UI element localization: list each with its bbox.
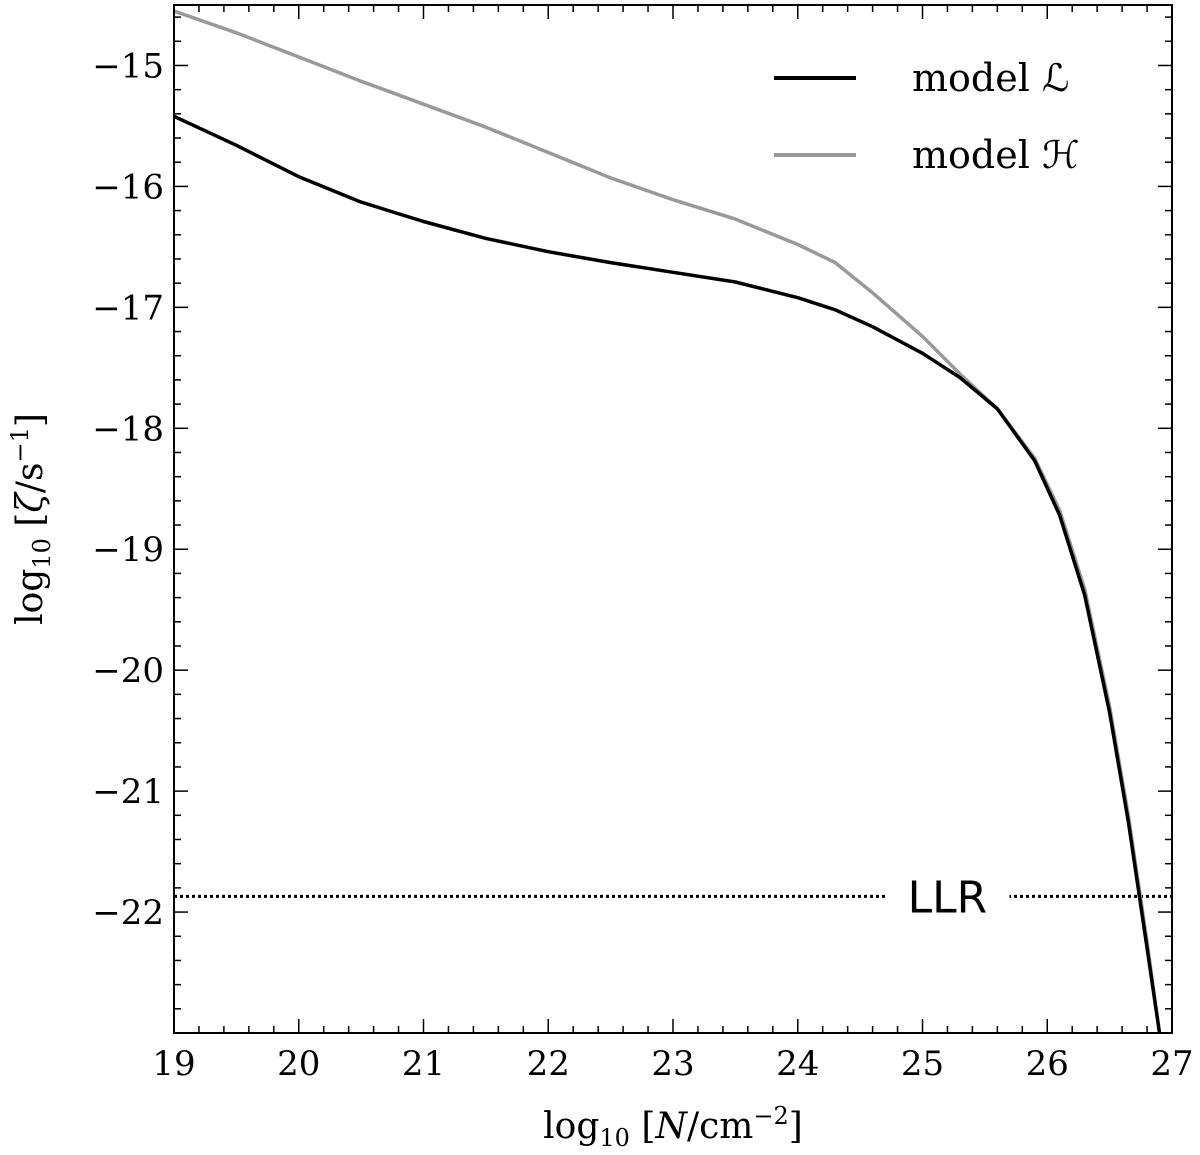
y-tick-label: −16 [92, 167, 164, 207]
y-axis-label: log10 [ζ/s−1] [6, 413, 56, 625]
x-tick-label: 19 [152, 1044, 195, 1084]
x-tick-label: 22 [527, 1044, 570, 1084]
x-axis-ticks: 19 20 21 22 23 24 25 26 27 [152, 1044, 1193, 1084]
x-axis-label: log10 [N/cm−2] [543, 1102, 803, 1152]
plot-data-layer: LLR [174, 9, 1172, 1033]
y-tick-label: −20 [92, 651, 164, 691]
legend-label: model ℋ [912, 133, 1080, 177]
llr-label-background [885, 890, 1010, 903]
x-tick-label: 23 [651, 1044, 694, 1084]
legend: model ℒ model ℋ [774, 56, 1080, 177]
y-tick-label: −19 [92, 530, 164, 570]
y-axis-ticks: −15 −16 −17 −18 −19 −20 −21 −22 [92, 46, 164, 933]
series-line [174, 114, 1162, 1033]
x-tick-label: 20 [277, 1044, 320, 1084]
llr-label: LLR [908, 872, 988, 923]
x-tick-label: 24 [776, 1044, 819, 1084]
x-tick-label: 21 [402, 1044, 445, 1084]
x-minor-ticks [173, 5, 1173, 1033]
y-tick-label: −15 [92, 46, 164, 86]
x-tick-label: 26 [1026, 1044, 1069, 1084]
y-tick-label: −17 [92, 288, 164, 328]
plot-frame [173, 4, 1173, 1034]
legend-label: model ℒ [912, 56, 1069, 100]
x-tick-label: 27 [1150, 1044, 1193, 1084]
y-tick-label: −21 [92, 772, 164, 812]
y-tick-label: −18 [92, 409, 164, 449]
x-tick-label: 25 [901, 1044, 944, 1084]
y-tick-label: −22 [92, 893, 164, 933]
series-layer [174, 9, 1162, 1033]
